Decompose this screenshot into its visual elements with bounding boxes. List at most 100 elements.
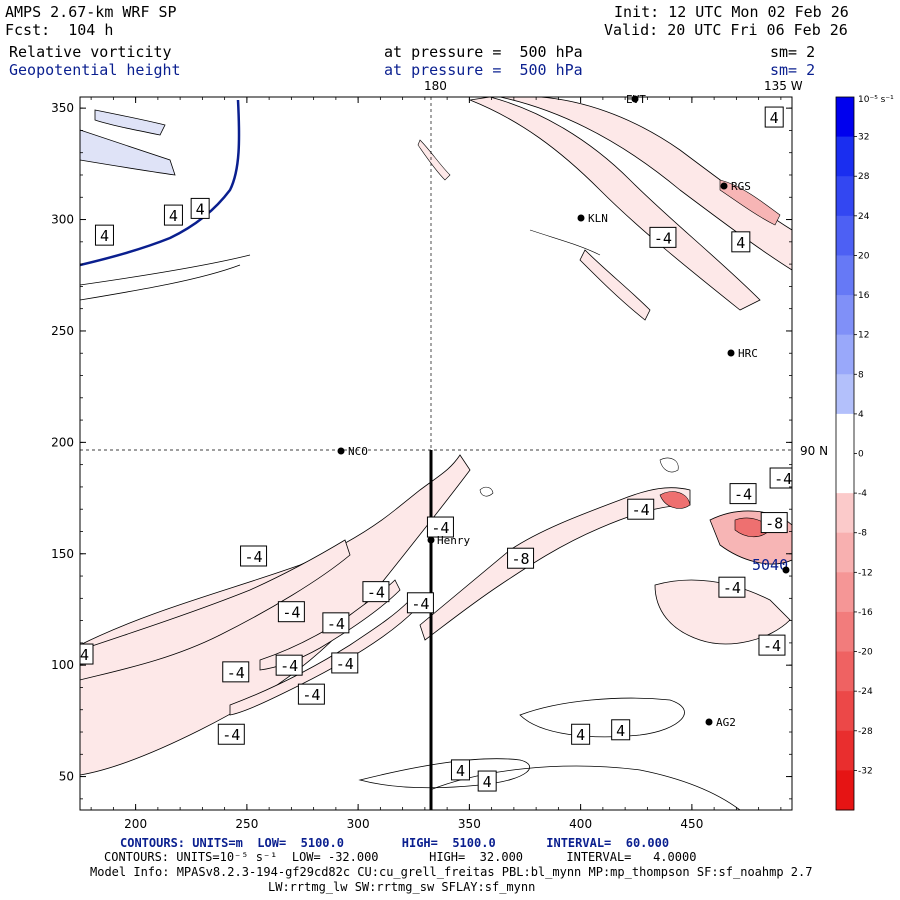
contour-label: 4 — [770, 109, 779, 127]
field2-name: Geopotential height — [9, 61, 181, 79]
station-marker-hrc — [727, 349, 735, 357]
contour-label: 4 — [169, 207, 178, 225]
colorbar-bin — [836, 572, 854, 613]
contour-label-box — [406, 592, 434, 614]
contour-label: -4 — [431, 519, 449, 537]
contour-label: -8 — [512, 550, 530, 568]
forecast-hour: Fcst: 104 h — [5, 21, 114, 39]
field2-smoothing: sm= 2 — [770, 61, 816, 79]
contours-vorticity-info: CONTOURS: UNITS=10⁻⁵ s⁻¹ LOW= -32.000 HI… — [104, 850, 697, 864]
x-tick-label: 450 — [680, 817, 703, 831]
contour-label-box — [275, 654, 303, 676]
field2-level: at pressure = 500 hPa — [384, 61, 583, 79]
model-info-physics: LW:rrtmg_lw SW:rrtmg_sw SFLAY:sf_mynn — [268, 880, 536, 894]
colorbar-bin — [836, 374, 854, 415]
contour-label-box — [297, 683, 325, 705]
station-marker-kln — [577, 214, 585, 222]
station-marker-nco — [337, 447, 345, 455]
pos-vorticity-contour-5 — [429, 765, 741, 810]
colorbar-label: -16 — [858, 608, 873, 618]
station-hrc: HRC — [738, 347, 758, 360]
label-90n: 90 N — [800, 444, 828, 458]
colorbar-bin — [836, 651, 854, 692]
colorbar-label: -24 — [858, 687, 873, 697]
contour-label-box — [731, 231, 751, 253]
contour-label-box — [450, 759, 470, 781]
contour-label-box — [649, 226, 677, 248]
contour-label-box — [801, 575, 827, 595]
x-tick-label: 400 — [569, 817, 592, 831]
contour-label: -4 — [227, 664, 245, 682]
station-marker-east — [782, 566, 790, 574]
contour-label-box — [49, 256, 67, 276]
pos-vorticity-upper-left-2 — [94, 109, 166, 136]
station-evt: EVT — [626, 93, 646, 106]
pos-vorticity-contour-3 — [359, 758, 531, 789]
colorbar-label: 16 — [858, 291, 870, 301]
colorbar-bin — [836, 611, 854, 653]
colorbar-bin — [836, 255, 854, 296]
contour-label-box — [277, 601, 305, 623]
contour-label: -4 — [774, 470, 792, 488]
contour-label-box — [764, 106, 784, 128]
neg-vorticity-band-lower — [80, 454, 471, 776]
station-ag2: AG2 — [716, 716, 736, 729]
x-tick-label: 350 — [458, 817, 481, 831]
contour-label: -4 — [71, 646, 89, 664]
station-marker-ag2 — [705, 718, 713, 726]
contour-label-box — [362, 581, 390, 603]
contours-height-info: CONTOURS: UNITS=m LOW= 5100.0 HIGH= 5100… — [120, 836, 670, 850]
colorbar-label: -8 — [858, 529, 867, 539]
contour-label-box — [718, 576, 746, 598]
contour-label-box — [80, 643, 94, 665]
pos-vorticity-contour-4 — [519, 697, 685, 738]
field1-smoothing: sm= 2 — [770, 43, 816, 61]
contour-label-box — [769, 467, 792, 489]
colorbar-label: 4 — [858, 410, 864, 420]
contour-label-box — [240, 545, 268, 567]
contour-label-box — [331, 652, 359, 674]
contour-label-box — [729, 483, 757, 505]
contour-label: -4 — [280, 657, 298, 675]
plot-frame — [79, 96, 793, 811]
colorbar-bin — [836, 413, 854, 454]
contour-label: 4 — [616, 722, 625, 740]
model-title: AMPS 2.67-km WRF SP — [5, 3, 177, 21]
init-time: Init: 12 UTC Mon 02 Feb 26 — [614, 3, 849, 21]
station-marker-rgs — [720, 182, 728, 190]
small-contour-1 — [417, 139, 451, 181]
x-tick-label: 200 — [124, 817, 147, 831]
colorbar-bin — [836, 691, 854, 732]
contour-label-box — [611, 719, 631, 741]
contour-label-box — [217, 723, 245, 745]
contour-label: -4 — [654, 229, 672, 247]
contour-label-box — [507, 547, 535, 569]
height-contour-label: 5040 — [752, 556, 788, 574]
contour-label: -4 — [245, 548, 263, 566]
contour-label: -4 — [734, 486, 752, 504]
colorbar-bin — [836, 453, 854, 494]
contour-label-box — [426, 516, 454, 538]
colorbar-bin — [836, 97, 854, 138]
station-marker-evt — [631, 95, 639, 103]
colorbar: 10⁻⁵ s⁻¹ 32 28 24 20 16 12 8 4 0 -4 -8 -12 -16 -20 -24… — [835, 95, 894, 811]
neg-vorticity-band-upper — [80, 539, 351, 681]
contour-label: -4 — [282, 604, 300, 622]
colorbar-bin — [836, 493, 854, 534]
valid-time: Valid: 20 UTC Fri 06 Feb 26 — [604, 21, 848, 39]
contour-label: 4 — [100, 227, 109, 245]
colorbar-label: 20 — [858, 251, 870, 261]
y-tick-label: 250 — [51, 324, 74, 338]
colorbar-label: 12 — [858, 331, 869, 341]
colorbar-units: 10⁻⁵ s⁻¹ — [858, 95, 894, 105]
station-nco: NCO — [348, 445, 368, 458]
colorbar-label: -32 — [858, 766, 873, 776]
contour-label-box — [758, 634, 786, 656]
contour-label: -4 — [632, 501, 650, 519]
station-marker-henry — [427, 536, 435, 544]
label-135w: 135 W — [764, 79, 803, 93]
label-180: 180 — [424, 79, 447, 93]
contour-label-box — [94, 224, 114, 246]
small-contour-4 — [659, 457, 679, 473]
